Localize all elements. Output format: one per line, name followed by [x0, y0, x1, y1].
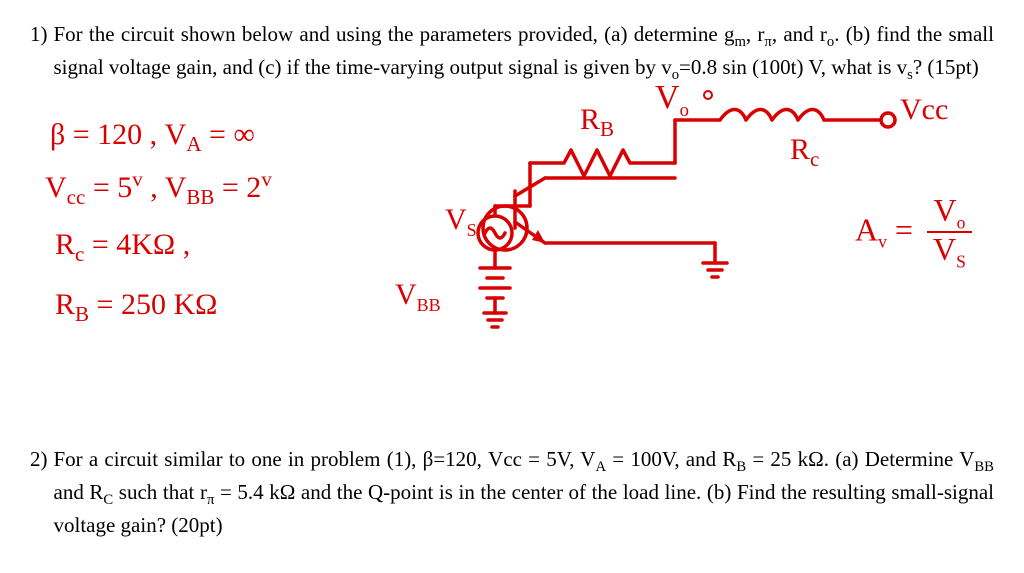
hand-beta: β = 120 , VA = ∞ — [50, 115, 255, 158]
p1-f: ? (15pt) — [913, 55, 979, 79]
problem-2-body: For a circuit similar to one in problem … — [54, 445, 995, 539]
p2-e: such that r — [113, 480, 207, 504]
p1-a: For the circuit shown below and using th… — [54, 22, 735, 46]
p2-c: = 25 kΩ. (a) Determine V — [746, 447, 974, 471]
p2-sub-B: B — [736, 459, 746, 475]
p1-c: , and r — [772, 22, 827, 46]
p1-sub-m: m — [734, 34, 745, 50]
problem-2: 2) For a circuit similar to one in probl… — [30, 445, 994, 539]
p2-b: = 100V, and R — [606, 447, 736, 471]
p1-b: , r — [746, 22, 765, 46]
problem-2-number: 2) — [30, 445, 48, 539]
circuit-diagram — [460, 88, 980, 348]
p2-sub-C: C — [103, 492, 113, 508]
problem-1: 1) For the circuit shown below and using… — [30, 20, 994, 86]
p2-sub-A: A — [595, 459, 606, 475]
problem-1-number: 1) — [30, 20, 48, 86]
p1-sub-pi: π — [764, 34, 771, 50]
problem-1-body: For the circuit shown below and using th… — [54, 20, 995, 86]
label-vbb: VBB — [395, 275, 441, 317]
hand-rc: Rc = 4KΩ , — [55, 225, 190, 268]
p2-sub-BB: BB — [974, 459, 994, 475]
p2-d: and R — [54, 480, 104, 504]
p2-a: For a circuit similar to one in problem … — [54, 447, 596, 471]
hand-rb: RB = 250 KΩ — [55, 285, 217, 328]
hand-vcc-vbb: Vcc = 5v , VBB = 2v — [45, 165, 272, 211]
